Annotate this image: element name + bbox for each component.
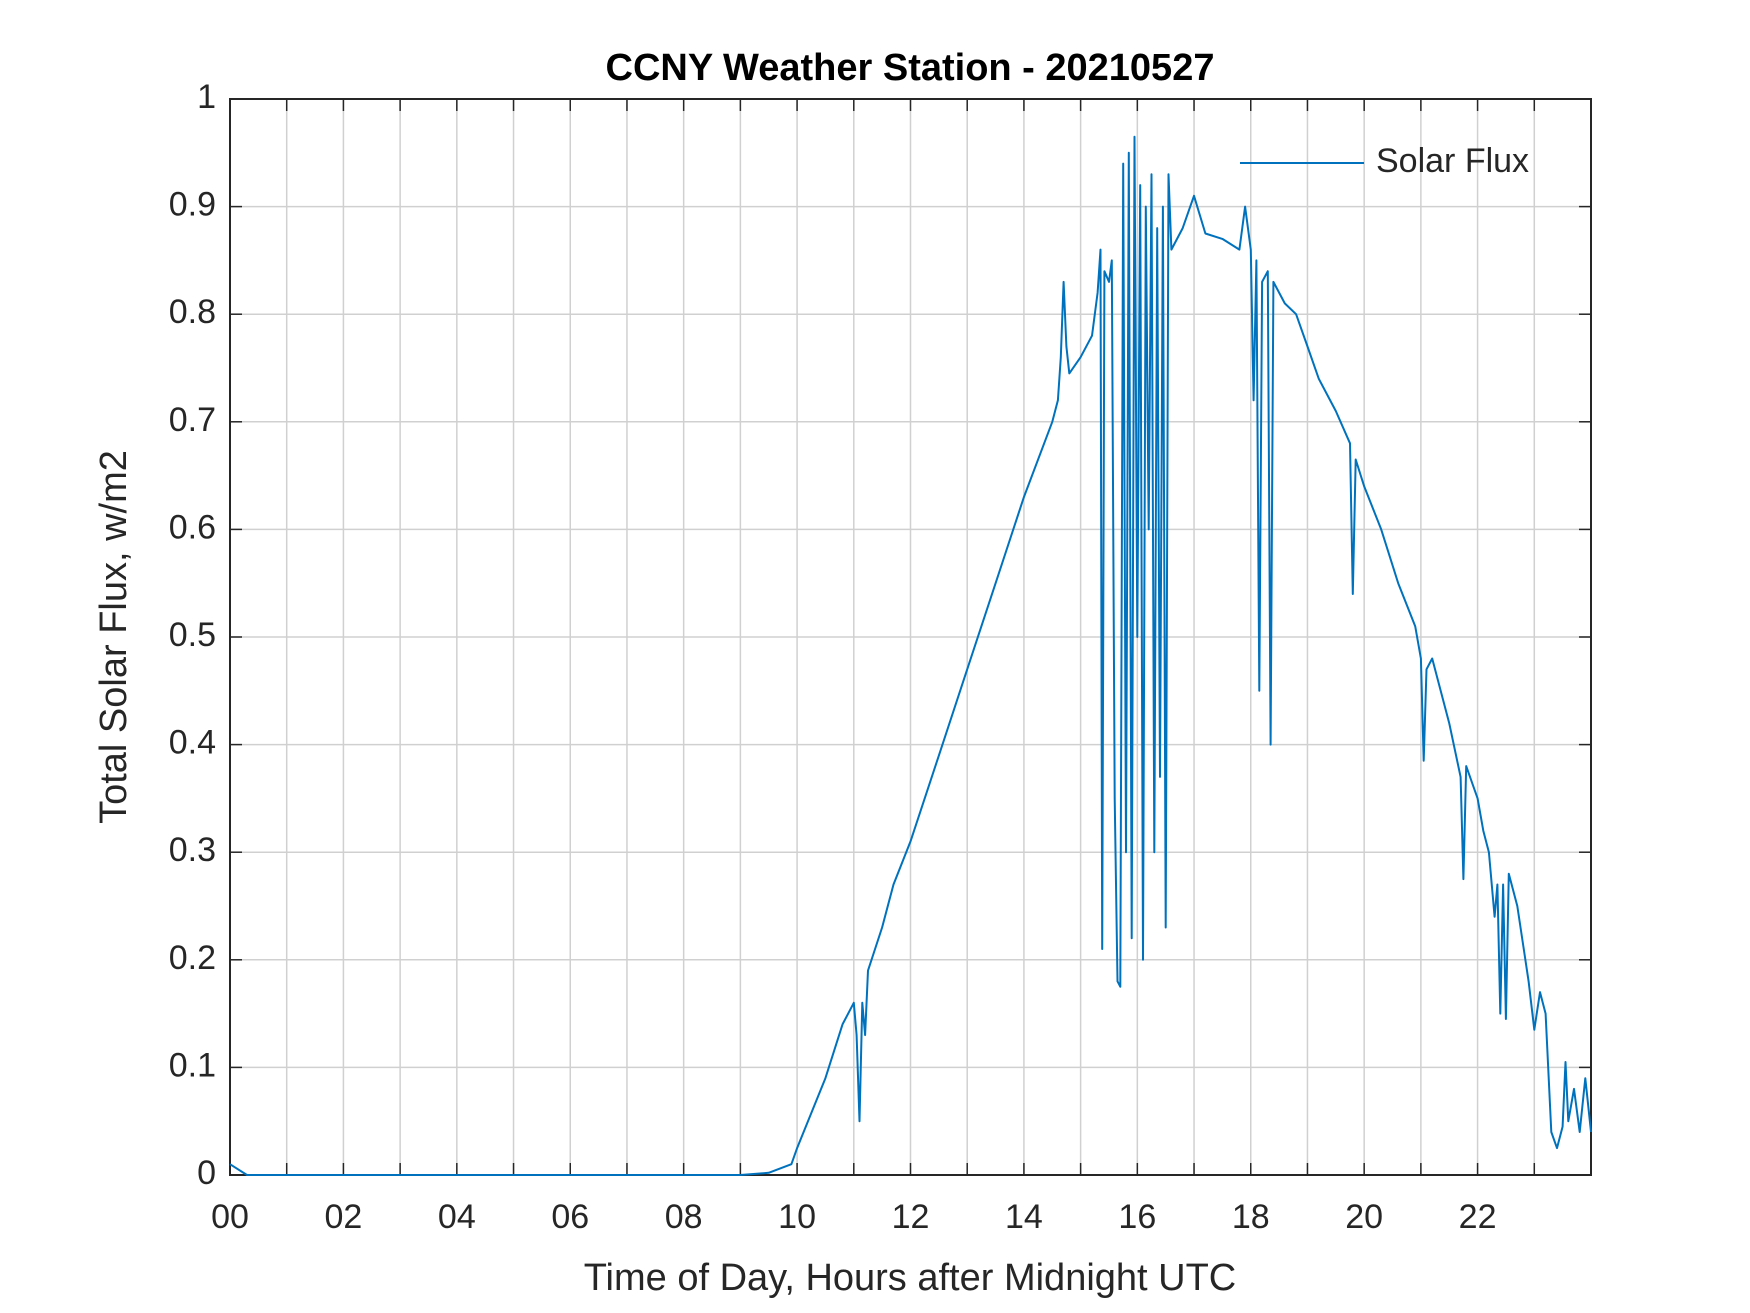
y-tick-label: 0.6 xyxy=(169,508,216,546)
y-tick-label: 1 xyxy=(197,78,216,116)
x-tick-label: 20 xyxy=(1345,1198,1383,1236)
y-tick-label: 0.5 xyxy=(169,616,216,654)
y-tick-label: 0.3 xyxy=(169,831,216,869)
chart-title: CCNY Weather Station - 20210527 xyxy=(606,47,1215,89)
y-tick-label: 0.8 xyxy=(169,293,216,331)
data-line xyxy=(229,135,1592,1176)
y-tick-label: 0.7 xyxy=(169,401,216,439)
x-axis-label: Time of Day, Hours after Midnight UTC xyxy=(584,1257,1237,1299)
x-tick-label: 00 xyxy=(211,1198,249,1236)
plot-frame xyxy=(229,98,1592,1176)
x-tick-label: 16 xyxy=(1118,1198,1156,1236)
x-tick-label: 10 xyxy=(778,1198,816,1236)
y-axis-label: Total Solar Flux, w/m2 xyxy=(93,450,135,824)
y-tick-label: 0 xyxy=(197,1154,216,1192)
x-tick-label: 02 xyxy=(325,1198,363,1236)
legend-label: Solar Flux xyxy=(1376,142,1529,180)
y-tick-label: 0.2 xyxy=(169,939,216,977)
x-tick-label: 06 xyxy=(551,1198,589,1236)
x-tick-label: 14 xyxy=(1005,1198,1043,1236)
y-tick-label: 0.4 xyxy=(169,724,216,762)
x-tick-label: 22 xyxy=(1459,1198,1497,1236)
y-tick-label: 0.1 xyxy=(169,1046,216,1084)
x-tick-label: 12 xyxy=(892,1198,930,1236)
x-tick-label: 08 xyxy=(665,1198,703,1236)
y-tick-label: 0.9 xyxy=(169,186,216,224)
x-tick-label: 04 xyxy=(438,1198,476,1236)
x-tick-label: 18 xyxy=(1232,1198,1270,1236)
